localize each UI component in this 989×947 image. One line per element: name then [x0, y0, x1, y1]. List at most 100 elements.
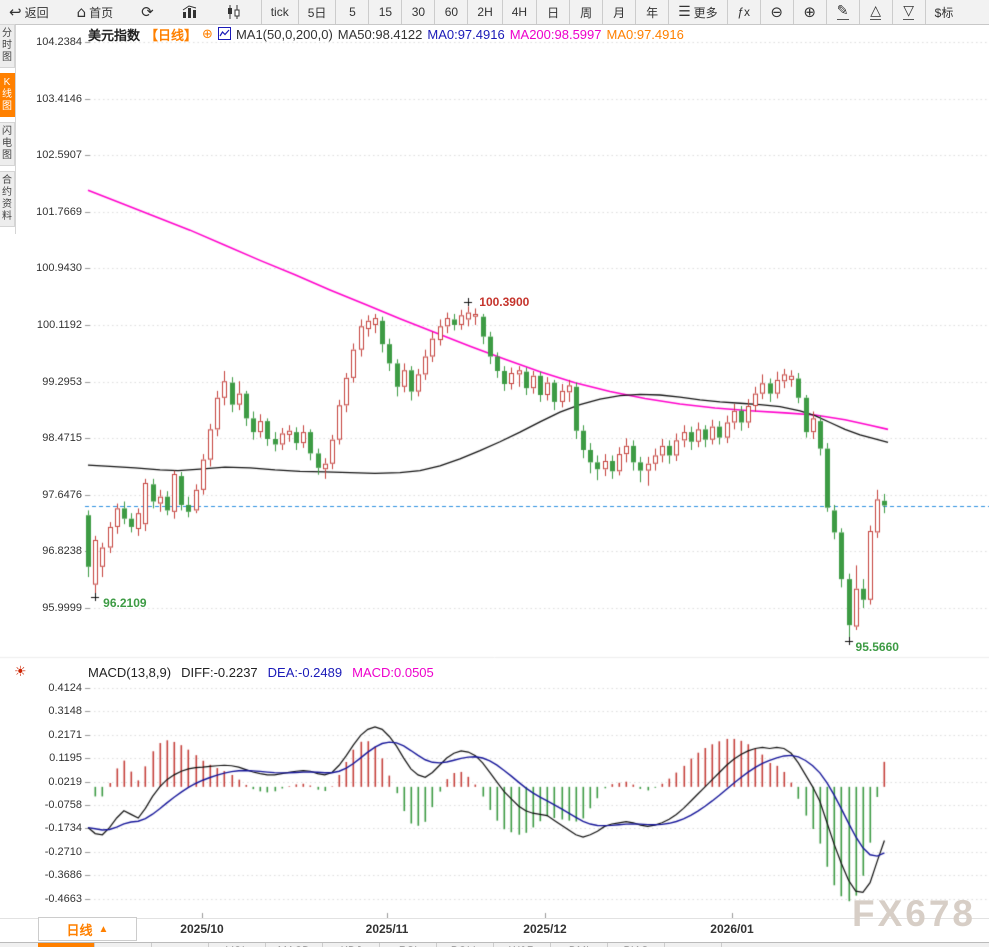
bottom-tab-6[interactable]: KDJ [323, 943, 380, 947]
main-y-tick-label: 96.8238 [42, 545, 82, 558]
mini-chart-icon [217, 26, 231, 43]
ma0-blue-value: MA0:97.4916 [427, 27, 505, 42]
period-label: 【日线】 [145, 28, 198, 43]
home-button-icon: ⌂ [76, 2, 87, 21]
bottom-tab-7[interactable]: RSI [380, 943, 437, 947]
macd-y-tick-label: -0.2710 [44, 845, 82, 858]
bottom-tab-2[interactable]: 模板 [95, 943, 152, 947]
main-y-tick-label: 104.2384 [36, 36, 82, 48]
ma0-orange-value: MA0:97.4916 [606, 27, 684, 42]
macd-diff-value: DIFF:-0.2237 [181, 665, 258, 680]
macd-y-tick-label: 0.4124 [48, 682, 82, 694]
bottom-tab-12[interactable]: 设置 [665, 943, 722, 947]
main-y-tick-label: 99.2953 [42, 375, 82, 388]
interval-5d[interactable]: 5日 [297, 0, 336, 24]
macd-dea-value: DEA:-0.2489 [267, 665, 343, 680]
bottom-tab-9[interactable]: W&R [494, 943, 551, 947]
interval-4h[interactable]: 4H [501, 0, 536, 24]
zoom-out-button[interactable]: ⊖ [759, 0, 793, 24]
interval-day[interactable]: 日 [536, 0, 569, 24]
main-y-tick-label: 100.1192 [36, 318, 82, 331]
ma50-value: MA50:98.4122 [337, 27, 423, 42]
back-button-icon: ↩ [9, 2, 22, 21]
refresh-button-icon: ⟳ [141, 2, 154, 21]
macd-y-tick-label: -0.0758 [44, 799, 82, 811]
zoom-in-button[interactable]: ⊕ [792, 0, 826, 24]
sidebar-tab-3[interactable]: 闪电图 [0, 122, 15, 166]
high-price-annotation: 100.3900 [479, 295, 530, 310]
main-y-tick-label: 102.5907 [36, 149, 82, 162]
triangle-up-button-icon: △ [870, 3, 882, 20]
symbol-name: 美元指数 [88, 28, 141, 43]
x-axis-label: 2025/12 [523, 922, 567, 936]
bottom-tab-8[interactable]: BOLL [437, 943, 494, 947]
macd-y-tick-label: 0.2171 [48, 728, 82, 741]
draw-tool-button-icon: ✎ [836, 3, 849, 20]
x-axis-row [0, 918, 989, 943]
main-y-tick-label: 100.9430 [36, 262, 82, 275]
period-selector-arrow-icon: ▲ [98, 923, 109, 935]
sidebar-divider [15, 24, 16, 234]
bar-chart-button[interactable] [173, 0, 207, 24]
triangle-down-button-icon: ▽ [903, 3, 915, 20]
interval-15[interactable]: 15 [368, 0, 401, 24]
ma200-value: MA200:98.5997 [509, 27, 602, 42]
bottom-tab-11[interactable]: BIAS [608, 943, 665, 947]
bottom-tab-3[interactable]: MA指标 [152, 943, 209, 947]
main-y-tick-label: 103.4146 [36, 92, 82, 105]
macd-bar-value: MACD:0.0505 [352, 665, 434, 680]
ma-group-label: MA1(50,0,200,0) [235, 27, 333, 42]
period-selector[interactable]: 日线 ▲ [38, 917, 137, 941]
candlestick-button[interactable] [217, 0, 251, 24]
refresh-button[interactable]: ⟳ [132, 0, 163, 24]
x-axis-label: 2025/11 [365, 922, 409, 936]
zoom-out-button-icon: ⊖ [770, 2, 783, 21]
low-price-annotation-right: 95.5660 [855, 639, 899, 654]
macd-y-tick-label: 0.0219 [48, 775, 82, 788]
triangle-down-button[interactable]: ▽ [891, 0, 925, 24]
interval-year[interactable]: 年 [635, 0, 668, 24]
bottom-tab-4[interactable]: VOL [209, 943, 266, 947]
period-selector-label: 日线 [66, 922, 93, 938]
macd-y-tick-label: 0.1195 [49, 752, 82, 765]
macd-y-tick-label: -0.4663 [44, 892, 82, 905]
bottom-tab-10[interactable]: DMI [551, 943, 608, 947]
interval-week[interactable]: 周 [569, 0, 602, 24]
interval-2h[interactable]: 2H [467, 0, 501, 24]
low-price-annotation-left: 96.2109 [103, 595, 147, 610]
macd-y-tick-label: 0.3148 [48, 705, 82, 718]
macd-y-tick-label: -0.1734 [44, 822, 82, 835]
interval-5[interactable]: 5 [335, 0, 368, 24]
main-y-tick-label: 95.9999 [42, 602, 82, 614]
bottom-tab-1[interactable]: 指标 [38, 943, 95, 947]
add-compare-icon[interactable]: ⊕ [202, 27, 213, 42]
zoom-in-button-icon: ⊕ [803, 2, 816, 21]
sidebar-tab-1[interactable]: 分时图 [0, 24, 15, 68]
dollar-tool-button[interactable]: $标 [924, 0, 953, 24]
more-menu-button[interactable]: ☰ 更多 [668, 0, 727, 24]
interval-month[interactable]: 月 [602, 0, 635, 24]
home-button[interactable]: ⌂ 首页 [76, 2, 114, 21]
macd-header: MACD(13,8,9) DIFF:-0.2237 DEA:-0.2489 MA… [88, 665, 434, 680]
main-y-tick-label: 98.4715 [42, 432, 82, 445]
fx-indicator-button[interactable]: ƒx [726, 0, 760, 24]
main-y-tick-label: 97.6476 [42, 488, 82, 501]
fx678-watermark: FX678 [852, 893, 977, 934]
interval-tick[interactable]: tick [260, 0, 298, 24]
sidebar-tab-4[interactable]: 合约资料 [0, 171, 15, 227]
draw-tool-button[interactable]: ✎ [825, 0, 859, 24]
toolbar: ↩ 返回 ⌂ 首页 ⟳ tick 5日 5 15 30 60 2H 4H 日周月年 ☰ 更多 ƒx ⊖ ⊕ ✎ △ ▽ $标 [0, 0, 989, 25]
triangle-up-button[interactable]: △ [858, 0, 892, 24]
interval-30[interactable]: 30 [401, 0, 434, 24]
bottom-tab-5[interactable]: MACD [266, 943, 323, 947]
more-menu-button-icon: ☰ [678, 4, 691, 20]
bottom-indicator-tabs: 指标模板MA指标VOLMACDKDJRSIBOLLW&RDMIBIAS设置 [0, 942, 989, 947]
indicator-settings-icon[interactable]: ☀ [14, 664, 27, 680]
macd-label: MACD(13,8,9) [88, 665, 172, 680]
interval-60[interactable]: 60 [434, 0, 467, 24]
back-button[interactable]: ↩ 返回 [9, 2, 49, 21]
